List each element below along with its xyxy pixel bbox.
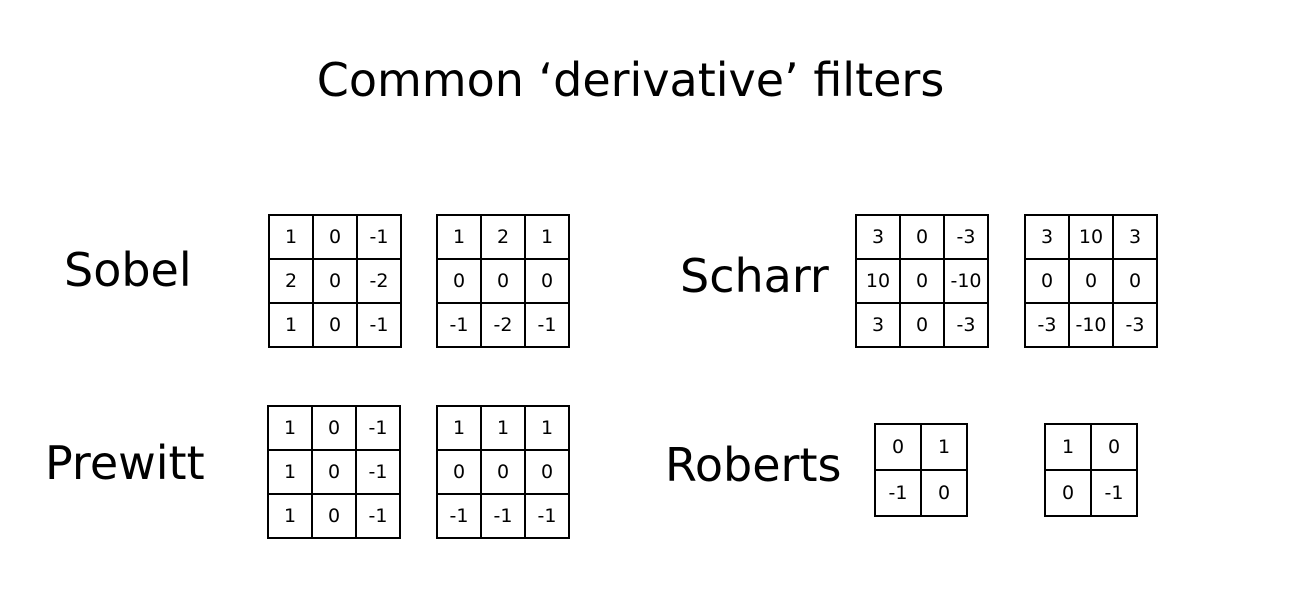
- kernel-row: -1 -2 -1: [436, 302, 570, 348]
- kernel-cell: 1: [267, 449, 313, 495]
- scharr-label: Scharr: [680, 249, 829, 303]
- kernel-row: 0 -1: [1044, 469, 1138, 517]
- kernel-cell: 1: [268, 214, 314, 260]
- kernel-row: 1 0 -1: [267, 405, 401, 451]
- kernel-cell: -1: [356, 214, 402, 260]
- kernel-cell: -1: [1090, 469, 1138, 517]
- kernel-cell: 0: [1068, 258, 1114, 304]
- kernel-cell: 1: [267, 405, 313, 451]
- kernel-cell: -10: [1068, 302, 1114, 348]
- kernel-cell: 1: [480, 405, 526, 451]
- kernel-cell: 0: [436, 449, 482, 495]
- kernel-cell: 10: [855, 258, 901, 304]
- kernel-cell: 0: [1024, 258, 1070, 304]
- kernel-cell: 1: [524, 405, 570, 451]
- kernel-cell: 0: [311, 493, 357, 539]
- kernel-cell: 0: [480, 449, 526, 495]
- kernel-row: 1 2 1: [436, 214, 570, 260]
- kernel-cell: 1: [920, 423, 968, 471]
- kernel-row: 1 0 -1: [267, 449, 401, 495]
- roberts-kernel-2: 1 0 0 -1: [1044, 423, 1138, 517]
- kernel-cell: 0: [312, 302, 358, 348]
- prewitt-label: Prewitt: [45, 436, 205, 490]
- kernel-cell: -3: [943, 302, 989, 348]
- kernel-row: 1 0: [1044, 423, 1138, 471]
- kernel-cell: 0: [436, 258, 482, 304]
- kernel-cell: 0: [899, 214, 945, 260]
- kernel-row: 3 0 -3: [855, 302, 989, 348]
- kernel-cell: -1: [436, 302, 482, 348]
- scharr-kernel-y: 3 10 3 0 0 0 -3 -10 -3: [1024, 214, 1158, 348]
- kernel-row: 1 0 -1: [268, 214, 402, 260]
- kernel-row: -3 -10 -3: [1024, 302, 1158, 348]
- sobel-label: Sobel: [64, 243, 192, 297]
- kernel-cell: 0: [899, 302, 945, 348]
- kernel-row: 3 0 -3: [855, 214, 989, 260]
- kernel-cell: -2: [480, 302, 526, 348]
- kernel-cell: -2: [356, 258, 402, 304]
- kernel-cell: 0: [899, 258, 945, 304]
- kernel-cell: 0: [874, 423, 922, 471]
- kernel-cell: -1: [355, 405, 401, 451]
- kernel-row: 2 0 -2: [268, 258, 402, 304]
- kernel-cell: 3: [855, 302, 901, 348]
- kernel-cell: 0: [480, 258, 526, 304]
- kernel-cell: 0: [311, 405, 357, 451]
- kernel-cell: -1: [355, 493, 401, 539]
- kernel-cell: -1: [436, 493, 482, 539]
- kernel-cell: 0: [311, 449, 357, 495]
- sobel-kernel-x: 1 0 -1 2 0 -2 1 0 -1: [268, 214, 402, 348]
- kernel-cell: -1: [355, 449, 401, 495]
- kernel-cell: 1: [268, 302, 314, 348]
- kernel-cell: 2: [268, 258, 314, 304]
- kernel-cell: 0: [312, 258, 358, 304]
- kernel-cell: -1: [874, 469, 922, 517]
- kernel-cell: 0: [1090, 423, 1138, 471]
- kernel-cell: 0: [1112, 258, 1158, 304]
- page-title: Common ‘derivative’ filters: [316, 53, 945, 107]
- kernel-row: 0 0 0: [436, 258, 570, 304]
- prewitt-kernel-x: 1 0 -1 1 0 -1 1 0 -1: [267, 405, 401, 539]
- roberts-label: Roberts: [665, 438, 842, 492]
- kernel-cell: 1: [1044, 423, 1092, 471]
- kernel-cell: -1: [356, 302, 402, 348]
- kernel-row: -1 0: [874, 469, 968, 517]
- roberts-kernel-1: 0 1 -1 0: [874, 423, 968, 517]
- kernel-cell: -3: [943, 214, 989, 260]
- kernel-row: 0 0 0: [1024, 258, 1158, 304]
- kernel-cell: 1: [267, 493, 313, 539]
- kernel-cell: 3: [855, 214, 901, 260]
- kernel-cell: -1: [480, 493, 526, 539]
- kernel-cell: -3: [1112, 302, 1158, 348]
- kernel-cell: -10: [943, 258, 989, 304]
- kernel-cell: 3: [1024, 214, 1070, 260]
- kernel-cell: 1: [436, 214, 482, 260]
- kernel-row: -1 -1 -1: [436, 493, 570, 539]
- kernel-cell: 2: [480, 214, 526, 260]
- kernel-cell: 10: [1068, 214, 1114, 260]
- scharr-kernel-x: 3 0 -3 10 0 -10 3 0 -3: [855, 214, 989, 348]
- kernel-cell: 0: [312, 214, 358, 260]
- prewitt-kernel-y: 1 1 1 0 0 0 -1 -1 -1: [436, 405, 570, 539]
- kernel-row: 1 0 -1: [267, 493, 401, 539]
- kernel-cell: -3: [1024, 302, 1070, 348]
- kernel-cell: 0: [524, 449, 570, 495]
- kernel-cell: 1: [524, 214, 570, 260]
- kernel-cell: 3: [1112, 214, 1158, 260]
- kernel-row: 10 0 -10: [855, 258, 989, 304]
- kernel-row: 0 1: [874, 423, 968, 471]
- kernel-row: 0 0 0: [436, 449, 570, 495]
- kernel-cell: 0: [1044, 469, 1092, 517]
- kernel-row: 1 0 -1: [268, 302, 402, 348]
- kernel-cell: 0: [524, 258, 570, 304]
- kernel-cell: -1: [524, 302, 570, 348]
- kernel-cell: -1: [524, 493, 570, 539]
- sobel-kernel-y: 1 2 1 0 0 0 -1 -2 -1: [436, 214, 570, 348]
- kernel-cell: 0: [920, 469, 968, 517]
- kernel-row: 3 10 3: [1024, 214, 1158, 260]
- kernel-row: 1 1 1: [436, 405, 570, 451]
- kernel-cell: 1: [436, 405, 482, 451]
